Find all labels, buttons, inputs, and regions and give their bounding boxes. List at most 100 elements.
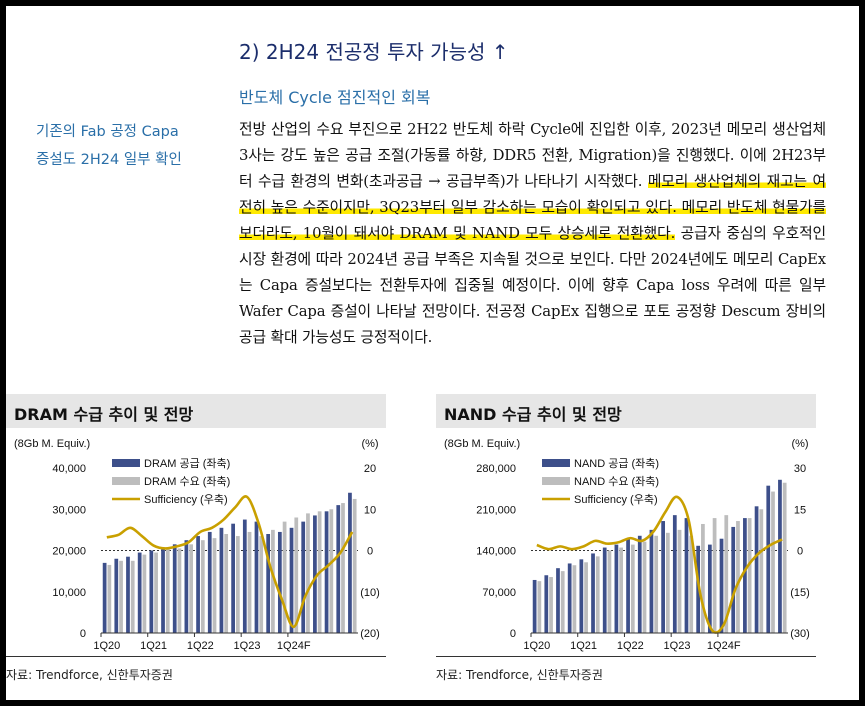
y-tick-label-right: 30 xyxy=(794,463,806,475)
demand-bar xyxy=(642,541,647,633)
demand-bar xyxy=(782,482,787,633)
demand-bar xyxy=(607,550,612,633)
y-tick-label-right: 10 xyxy=(364,504,376,516)
supply-bar xyxy=(707,544,712,633)
demand-bar xyxy=(271,529,275,633)
demand-bar xyxy=(771,491,775,633)
chart-divider xyxy=(436,656,816,657)
chart-source: 자료: Trendforce, 신한투자증권 xyxy=(6,668,173,682)
y-tick-label-left: 0 xyxy=(510,628,516,640)
section-title: 2) 2H24 전공정 투자 가능성 ↑ xyxy=(239,40,509,64)
chart-source: 자료: Trendforce, 신한투자증권 xyxy=(436,668,603,682)
y-tick-label-right: (15) xyxy=(790,587,810,599)
demand-bar xyxy=(747,518,752,633)
demand-bar xyxy=(549,577,553,633)
supply-bar xyxy=(266,534,271,633)
legend-supply-label: NAND 공급 (좌축) xyxy=(574,457,659,470)
supply-bar xyxy=(731,526,736,633)
demand-bar xyxy=(119,560,123,633)
supply-bar xyxy=(672,515,677,633)
y-tick-label-left: 70,000 xyxy=(482,587,516,599)
demand-bar xyxy=(235,536,240,633)
supply-bar xyxy=(719,538,724,633)
legend-demand-swatch xyxy=(542,477,570,485)
supply-bar xyxy=(778,479,782,633)
demand-bar xyxy=(537,581,542,633)
y-tick-label-left: 20,000 xyxy=(52,546,86,558)
dram-chart-panel: DRAM 수급 추이 및 전망 (8Gb M. Equiv.) (%) 40,000… xyxy=(6,394,386,684)
legend-sufficiency-label: Sufficiency (우축) xyxy=(574,493,658,506)
chart-divider xyxy=(6,656,386,657)
supply-bar xyxy=(743,518,747,633)
supply-bar xyxy=(161,548,165,633)
legend-supply-label: DRAM 공급 (좌축) xyxy=(144,457,230,470)
demand-bar xyxy=(142,554,147,633)
demand-bar xyxy=(306,513,310,633)
x-tick-label: 1Q20 xyxy=(93,640,120,652)
supply-bar xyxy=(114,558,119,633)
chart-header: DRAM 수급 추이 및 전망 xyxy=(6,394,386,428)
x-tick-label: 1Q22 xyxy=(187,640,214,652)
demand-bar xyxy=(759,509,764,633)
supply-bar xyxy=(196,536,200,633)
y-tick-label-right: 0 xyxy=(367,546,373,558)
supply-bar xyxy=(137,552,142,633)
legend-supply-swatch xyxy=(542,459,570,467)
supply-bar xyxy=(567,563,572,633)
x-tick-label: 1Q23 xyxy=(234,640,261,652)
x-tick-label: 1Q21 xyxy=(140,640,167,652)
nand-chart-panel: NAND 수급 추이 및 전망 (8Gb M. Equiv.) (%) 280,00… xyxy=(436,394,816,684)
supply-bar xyxy=(532,579,537,633)
demand-bar xyxy=(294,517,299,633)
y-axis-unit-left: (8Gb M. Equiv.) xyxy=(444,438,520,450)
chart-title: NAND 수급 추이 및 전망 xyxy=(444,405,622,424)
sufficiency-line xyxy=(106,495,354,629)
supply-bar xyxy=(348,492,352,633)
supply-bar xyxy=(126,556,130,633)
x-tick-label: 1Q20 xyxy=(523,640,550,652)
supply-bar xyxy=(626,538,630,633)
demand-bar xyxy=(560,571,565,633)
legend-sufficiency-label: Sufficiency (우축) xyxy=(144,493,228,506)
y-tick-label-left: 10,000 xyxy=(52,587,86,599)
supply-bar xyxy=(684,518,689,633)
x-tick-label: 1Q24F xyxy=(277,640,311,652)
demand-bar xyxy=(665,532,670,633)
demand-bar xyxy=(701,523,705,633)
supply-bar xyxy=(579,559,584,633)
supply-bar xyxy=(277,531,282,633)
demand-bar xyxy=(200,540,205,633)
y-axis-unit-right: (%) xyxy=(361,438,378,450)
side-note-line-2: 증설도 2H24 일부 확인 xyxy=(36,152,182,168)
chart-title: DRAM 수급 추이 및 전망 xyxy=(14,405,194,424)
supply-bar xyxy=(172,544,177,633)
x-tick-label: 1Q23 xyxy=(664,640,691,652)
supply-bar xyxy=(614,544,619,633)
supply-bar xyxy=(324,511,329,633)
y-tick-label-right: (30) xyxy=(790,628,810,640)
demand-bar xyxy=(212,538,217,633)
chart-header: NAND 수급 추이 및 전망 xyxy=(436,394,816,428)
demand-bar xyxy=(689,535,694,633)
demand-bar xyxy=(654,535,659,633)
supply-bar xyxy=(556,568,560,633)
demand-bar xyxy=(724,515,729,633)
supply-bar xyxy=(336,505,341,633)
demand-bar xyxy=(619,547,624,633)
report-page: 2) 2H24 전공정 투자 가능성 ↑ 반도체 Cycle 점진적인 회복 기… xyxy=(6,6,859,700)
demand-bar xyxy=(165,548,170,633)
nand-chart: (8Gb M. Equiv.) (%) 280,000 210,000 140,000 7… xyxy=(444,438,810,652)
y-tick-label-right: 0 xyxy=(797,546,803,558)
demand-bar xyxy=(282,521,287,633)
y-tick-label-right: 20 xyxy=(364,463,376,475)
y-tick-label-right: (10) xyxy=(360,587,380,599)
supply-bar xyxy=(102,562,107,633)
supply-bar xyxy=(637,535,642,633)
supply-bar xyxy=(254,521,259,633)
y-tick-label-left: 140,000 xyxy=(476,546,516,558)
sufficiency-line xyxy=(536,495,783,634)
demand-bar xyxy=(352,498,357,633)
section-subtitle: 반도체 Cycle 점진적인 회복 xyxy=(239,88,431,107)
supply-bar xyxy=(219,527,224,633)
legend-demand-swatch xyxy=(112,477,140,485)
